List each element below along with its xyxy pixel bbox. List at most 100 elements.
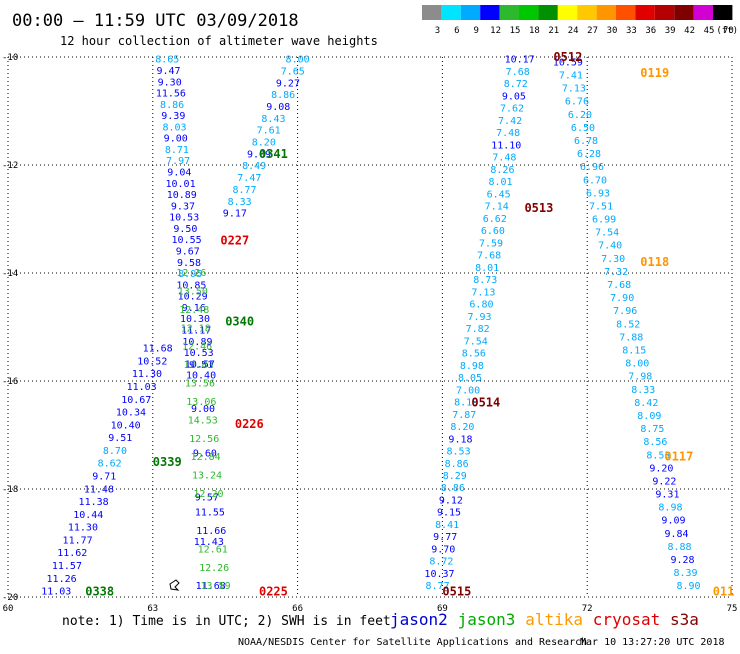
footer-timestamp: Mar 10 13:27:20 UTC 2018 [580,637,725,648]
wave-height-value: 9.04 [167,168,191,179]
legend-s3a: s3a [670,610,699,629]
wave-height-value: 12.56 [189,434,219,445]
y-tick-label: -20 [2,593,18,603]
wave-height-value: 7.62 [500,104,524,115]
pass-time-label: 0340 [225,315,254,329]
wave-height-value: 10.53 [169,213,199,224]
scale-unit: (ft) [716,26,738,36]
wave-height-value: 7.30 [601,254,625,265]
wave-height-value: 11.66 [196,526,226,537]
wave-height-value: 12.20 [193,489,223,500]
wave-height-value: 7.00 [456,385,480,396]
x-tick-label: 69 [437,604,448,614]
wave-height-value: 11.43 [194,537,224,548]
wave-height-value: 7.48 [492,153,516,164]
x-tick-label: 66 [292,604,303,614]
wave-height-value: 10.53 [184,348,214,359]
wave-height-value: 8.26 [490,165,514,176]
x-tick-label: 75 [727,604,738,614]
scale-label: 3 [435,26,440,36]
wave-height-value: 7.47 [237,173,261,184]
coastline-island [169,579,180,591]
scale-label: 33 [626,26,637,36]
scale-swatch [480,5,500,20]
scale-swatch [654,5,675,20]
x-tick-label: 60 [3,604,14,614]
wave-height-value: 11.30 [68,523,98,534]
pass-time-label: 0227 [220,234,249,248]
wave-height-value: 10.30 [180,314,210,325]
x-tick-label: 72 [582,604,593,614]
y-tick-label: -12 [2,161,18,171]
wave-height-value: 8.49 [242,161,266,172]
scale-swatch [519,5,539,20]
pass-time-labels: 0512 0119 0341 0513 0227 0118 0340 0514 0226 0339… [85,50,734,599]
wave-height-value: 9.60 [193,448,217,459]
scale-label: 27 [587,26,598,36]
wave-height-value: 11.03 [127,382,157,393]
axis-ticks: 60 63 66 69 72 75 -10 -12 -14 -16 -18 -20 [2,53,737,614]
wave-height-value: 8.56 [462,349,486,360]
wave-height-value: 8.77 [426,581,450,592]
wave-height-value: 6.80 [469,300,493,311]
wave-height-value: 6.70 [583,175,607,186]
wave-height-value: 9.84 [664,529,688,540]
wave-height-value: 9.51 [108,433,132,444]
wave-height-value: 8.86 [160,100,184,111]
wave-height-value: 6.60 [481,226,505,237]
wave-height-value: 12.61 [198,544,228,555]
scale-label: 42 [684,26,695,36]
wave-height-value: 12.18 [181,323,211,334]
wave-height-value: 8.70 [103,446,127,457]
wave-height-value: 9.28 [670,555,694,566]
wave-height-value: 9.37 [171,201,195,212]
wave-height-value: 13.56 [185,379,215,390]
wave-height-value: 8.95 [178,269,202,280]
pass-time-label: 0339 [153,455,182,469]
wave-height-value: 7.97 [166,156,190,167]
wave-height-value: 8.41 [435,520,459,531]
wave-height-value: 7.41 [559,70,583,81]
wave-height-value: 7.68 [607,280,631,291]
wave-height-value: 9.12 [439,495,463,506]
wave-height-value: 10.67 [121,395,151,406]
footer-note: note: 1) Time is in UTC; 2) SWH is in fe… [62,614,391,629]
wave-height-value: 8.98 [460,361,484,372]
wave-height-value: 7.82 [466,324,490,335]
wave-height-value: 10.40 [186,371,216,382]
color-scale: 3 6 9 12 15 18 21 24 27 30 33 36 39 42 45 70(ft) [422,5,738,36]
y-tick-label: -10 [2,53,18,63]
pass-time-label: 0512 [553,50,582,64]
wave-height-value: 12.48 [179,305,209,316]
wave-height-value: 7.87 [452,410,476,421]
wave-height-value: 6.62 [483,214,507,225]
pass-time-label: 0514 [471,396,500,410]
wave-height-value: 8.86 [271,90,295,101]
wave-height-value: 8.20 [450,422,474,433]
scale-swatch [499,5,519,20]
wave-height-value: 6.76 [565,97,589,108]
scale-label: 9 [473,26,478,36]
wave-height-value: 8.72 [504,79,528,90]
wave-height-value: 11.48 [84,484,114,495]
wave-height-value: 8.90 [677,581,701,592]
wave-height-value: 13.06 [186,397,216,408]
wave-height-value: 11.30 [132,369,162,380]
wave-height-value: 13.59 [200,581,230,592]
legend-jason2: jason2 [390,610,448,629]
wave-height-value: 6.50 [571,123,595,134]
wave-height-value: 10.29 [178,292,208,303]
wave-height-value: 11.68 [196,581,226,592]
wave-height-value: 6.99 [592,215,616,226]
wave-height-value: 10.55 [172,235,202,246]
wave-height-value: 9.15 [437,508,461,519]
y-tick-label: -14 [2,269,18,279]
pass-time-label: 0515 [442,585,471,599]
wave-height-value: 7.96 [613,306,637,317]
wave-height-value: 8.43 [261,114,285,125]
scale-label: 30 [607,26,618,36]
wave-height-value: 8.33 [631,385,655,396]
wave-height-value: 7.54 [595,228,619,239]
wave-height-value: 8.65 [155,55,179,66]
wave-height-value: 8.86 [445,459,469,470]
